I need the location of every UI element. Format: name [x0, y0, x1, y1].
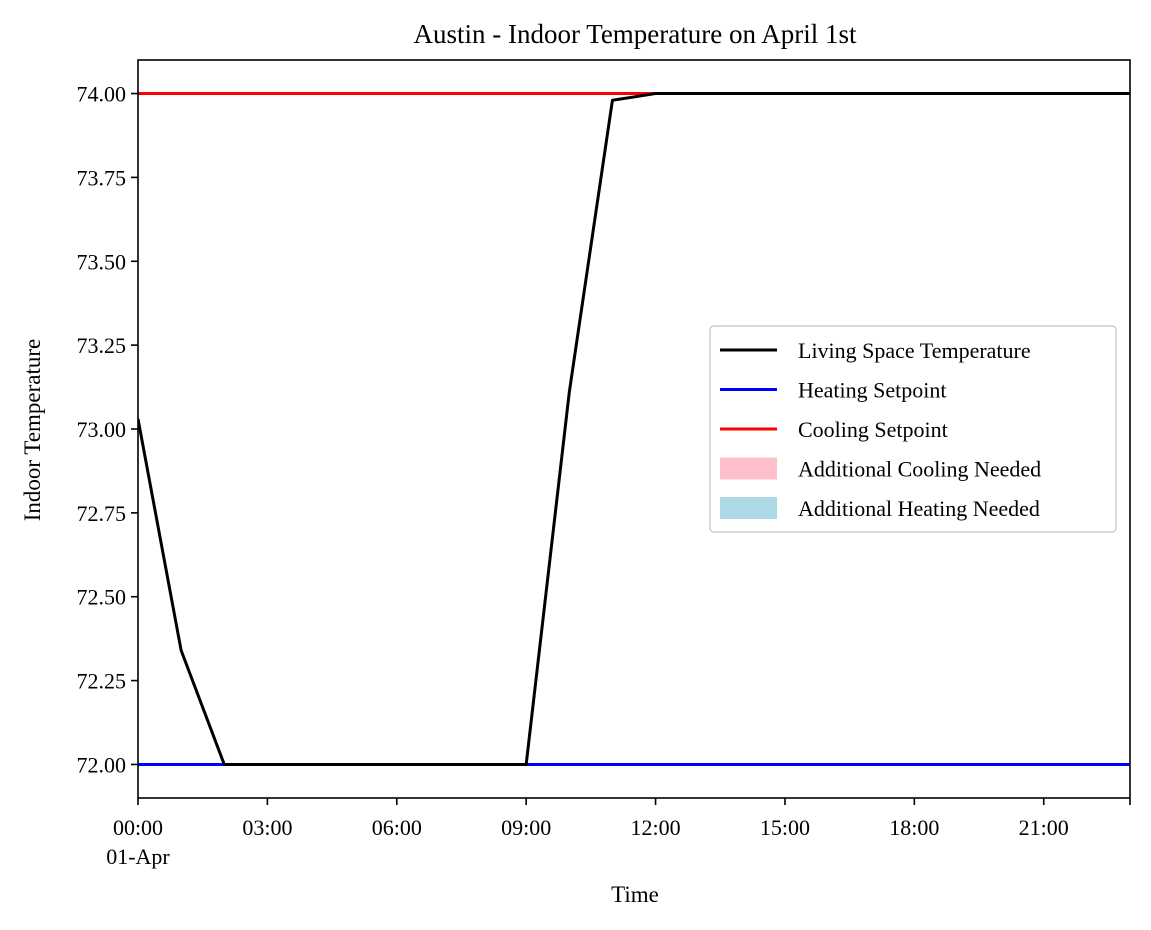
y-tick-label: 72.25	[77, 669, 127, 694]
y-tick-label: 73.50	[77, 249, 127, 274]
axes: 72.00 72.25 72.50 72.75 73.00 73.25 73.50 73.75…	[77, 59, 1131, 869]
y-tick-label: 72.00	[77, 752, 127, 777]
x-tick-label: 00:00	[113, 815, 163, 840]
x-date-label: 01-Apr	[106, 844, 170, 869]
y-tick-label: 73.25	[77, 333, 127, 358]
legend-box	[709, 325, 1117, 533]
x-tick-label: 15:00	[760, 815, 810, 840]
y-tick-label: 72.50	[77, 585, 127, 610]
x-tick-label: 18:00	[889, 815, 939, 840]
legend-swatch-additional-cooling-needed	[720, 457, 777, 480]
legend-swatch-additional-heating-needed	[720, 497, 777, 519]
x-tick-label: 21:00	[1019, 815, 1069, 840]
x-axis-label: Time	[611, 882, 659, 907]
y-axis-label: Indoor Temperature	[20, 339, 45, 522]
y-tick-label: 74.00	[77, 82, 127, 107]
legend-label-additional-cooling-needed: Additional Cooling Needed	[798, 457, 1041, 482]
x-tick-label: 06:00	[372, 815, 422, 840]
x-tick-label: 03:00	[242, 815, 292, 840]
plot-area	[138, 92, 1130, 766]
legend-label-cooling-setpoint: Cooling Setpoint	[798, 417, 948, 442]
legend: Living Space Temperature Heating Setpoint…	[709, 325, 1117, 533]
series-line-living-space-temperature	[138, 92, 1130, 766]
legend-label-living-space-temperature: Living Space Temperature	[798, 338, 1031, 363]
y-tick-label: 72.75	[77, 501, 127, 526]
y-tick-label: 73.00	[77, 417, 127, 442]
legend-label-additional-heating-needed: Additional Heating Needed	[798, 496, 1040, 521]
y-tick-label: 73.75	[77, 165, 127, 190]
x-tick-label: 09:00	[501, 815, 551, 840]
chart-title: Austin - Indoor Temperature on April 1st	[413, 19, 857, 49]
x-tick-label: 12:00	[631, 815, 681, 840]
legend-label-heating-setpoint: Heating Setpoint	[798, 378, 946, 403]
